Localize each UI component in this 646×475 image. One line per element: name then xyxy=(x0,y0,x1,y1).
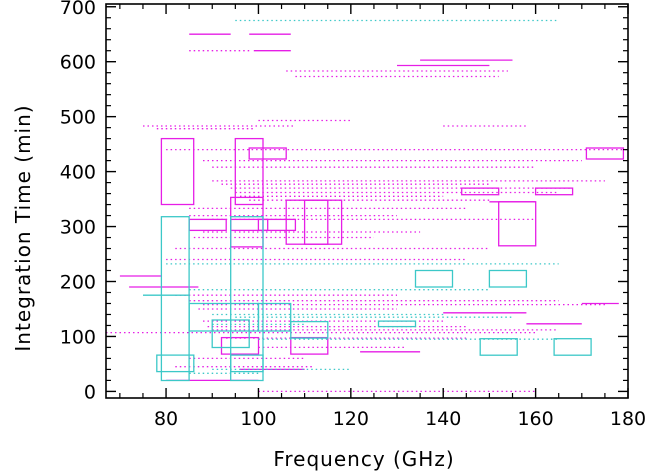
plot-marks xyxy=(106,19,628,393)
y-tick-label: 200 xyxy=(60,272,96,294)
x-tick-label: 100 xyxy=(240,408,276,430)
magenta-box-6 xyxy=(257,218,297,232)
magenta-box-14 xyxy=(290,336,329,355)
x-tick-label: 120 xyxy=(333,408,369,430)
cyan-box-0 xyxy=(160,216,190,382)
y-tick-label: 400 xyxy=(60,162,96,184)
magenta-box-1 xyxy=(234,137,264,206)
y-tick-label: 300 xyxy=(60,217,96,239)
magenta-box-4 xyxy=(188,218,227,232)
y-tick-label: 0 xyxy=(84,381,96,403)
y-tick-label: 500 xyxy=(60,107,96,129)
cyan-box-6 xyxy=(257,302,292,332)
ticks: 80 100 120 140 160 180 0 100 200 300 400 500 600 700 xyxy=(60,0,646,430)
y-tick-label: 100 xyxy=(60,326,96,348)
x-tick-label: 140 xyxy=(425,408,461,430)
y-axis-label: Integration Time (min) xyxy=(11,104,35,351)
cyan-box-12 xyxy=(553,338,592,356)
magenta-box-0 xyxy=(160,137,195,206)
cyan-box-8 xyxy=(377,320,417,328)
cyan-box-2 xyxy=(230,216,264,382)
magenta-box-5 xyxy=(230,218,269,232)
plot-frame xyxy=(105,3,629,399)
magenta-box-10 xyxy=(498,201,537,247)
magenta-box-12 xyxy=(534,187,574,196)
y-tick-label: 600 xyxy=(60,52,96,74)
cyan-box-11 xyxy=(479,338,518,356)
y-tick-label: 700 xyxy=(60,0,96,19)
cyan-box-7 xyxy=(290,320,329,339)
cyan-box-10 xyxy=(488,269,528,288)
magenta-box-3 xyxy=(585,147,625,160)
axes xyxy=(105,3,629,399)
magenta-box-9 xyxy=(303,199,343,245)
magenta-box-13 xyxy=(220,336,260,355)
magenta-box-11 xyxy=(461,187,500,196)
magenta-box-2 xyxy=(248,147,287,160)
cyan-box-9 xyxy=(414,269,454,288)
x-tick-label: 160 xyxy=(517,408,553,430)
x-axis-label: Frequency (GHz) xyxy=(273,447,454,471)
x-tick-label: 180 xyxy=(610,408,646,430)
cyan-box-5 xyxy=(211,319,250,349)
cyan-box-1 xyxy=(156,354,195,373)
x-tick-label: 80 xyxy=(154,408,178,430)
cyan-box-3 xyxy=(230,354,264,373)
